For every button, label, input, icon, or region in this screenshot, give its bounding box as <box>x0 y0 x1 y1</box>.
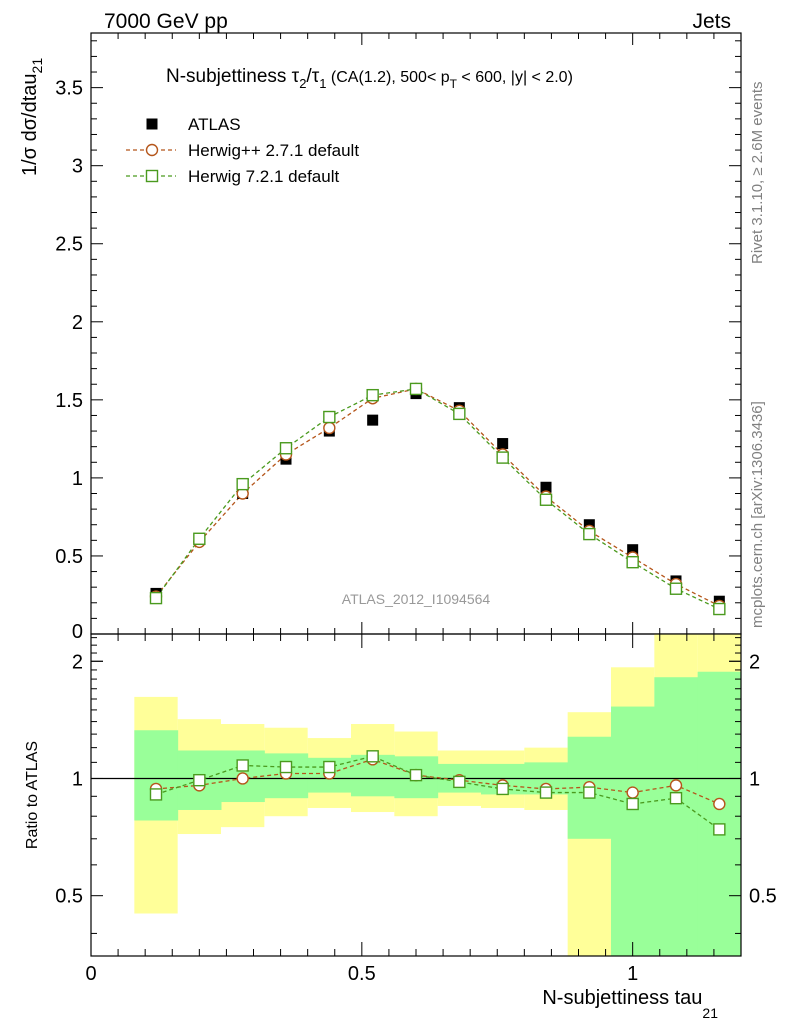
legend-marker-2 <box>145 169 159 183</box>
x-tick-label: 1 <box>627 963 638 985</box>
main-y-tick-label: 2.5 <box>55 234 83 256</box>
main-point-s0-9 <box>540 481 552 493</box>
main-point-s2-8 <box>496 451 509 464</box>
main-point-s2-11 <box>626 555 639 569</box>
main-y-tick-label: 3 <box>72 156 83 178</box>
title-rest1: (CA(1.2), 500< p <box>326 69 449 86</box>
legend-label-1: Herwig++ 2.7.1 default <box>188 141 359 160</box>
main-point-s2-4 <box>323 410 336 424</box>
ratio-band-inner-12 <box>654 677 699 956</box>
x-tick-label: 0 <box>85 963 96 985</box>
main-point-s0-5 <box>367 414 379 426</box>
ratio-point-s1-2 <box>236 759 249 772</box>
ratio-y-tick-label-right: 0.5 <box>749 886 777 908</box>
ratio-point-s0-12 <box>669 779 683 792</box>
ratio-point-s1-11 <box>626 797 639 811</box>
legend-label-2: Herwig 7.2.1 default <box>188 167 339 186</box>
ratio-point-s0-2 <box>236 772 249 785</box>
main-point-s0-8 <box>497 438 509 450</box>
legend-label-0: ATLAS <box>188 115 241 134</box>
plot-title: N-subjettiness τ2/τ1 (CA(1.2), 500< pT <… <box>166 66 573 91</box>
ratio-series-line-0 <box>155 758 720 805</box>
ratio-series-line-1 <box>155 755 720 830</box>
ratio-y-tick-label-right: 2 <box>749 651 760 673</box>
main-y-axis-label-text: 1/σ dσ/dtau <box>19 73 41 176</box>
legend: ATLAS Herwig++ 2.7.1 default Herwig 7.2.1 … <box>126 115 359 186</box>
ratio-point-s1-0 <box>149 788 163 801</box>
ratio-point-s0-11 <box>626 786 639 799</box>
ratio-point-s1-13 <box>713 823 726 836</box>
ratio-point-s1-8 <box>496 782 509 796</box>
main-point-s0-11 <box>627 544 639 556</box>
main-series-line-1 <box>155 388 720 607</box>
analysis-id: ATLAS_2012_I1094564 <box>342 591 491 607</box>
main-y-tick-label: 1 <box>72 468 83 490</box>
main-y-tick-label-zero: 0 <box>72 621 83 643</box>
title-sub2: 2 <box>299 76 306 91</box>
rivet-label: Rivet 3.1.10, ≥ 2.6M events <box>749 82 766 265</box>
main-panel-data <box>149 382 726 616</box>
ratio-y-tick-label-left: 0.5 <box>55 886 83 908</box>
main-point-s2-5 <box>366 388 379 402</box>
ratio-y-tick-label-right: 1 <box>749 768 760 790</box>
ratio-point-s1-10 <box>583 786 596 799</box>
main-point-s2-12 <box>669 582 683 595</box>
title-name: N-subjettiness <box>166 66 292 87</box>
x-axis-label-sub: 21 <box>702 1005 718 1021</box>
main-y-axis-label: 1/σ dσ/dtau21 <box>19 58 45 176</box>
ratio-panel-background <box>91 634 742 956</box>
ratio-point-s1-3 <box>279 760 293 774</box>
title-sub1: 1 <box>319 76 326 91</box>
main-y-tick-label: 3.5 <box>55 78 83 100</box>
main-y-axis-label-sub: 21 <box>29 58 45 74</box>
header-left: 7000 GeV pp <box>104 10 228 33</box>
main-point-s2-13 <box>713 602 726 616</box>
header-right: Jets <box>692 10 731 33</box>
main-point-s2-9 <box>539 493 553 506</box>
main-point-s0-10 <box>583 519 595 531</box>
ratio-band-inner-11 <box>611 706 655 956</box>
main-point-s2-7 <box>453 407 466 421</box>
x-axis-label: N-subjettiness tau21 <box>542 987 718 1021</box>
main-point-s1-4 <box>323 421 336 435</box>
ratio-band-inner-13 <box>697 671 742 956</box>
title-tau1: τ <box>312 66 320 87</box>
ratio-panel-data <box>149 750 726 836</box>
ratio-point-s1-7 <box>453 775 466 789</box>
ratio-y-axis-label: Ratio to ATLAS <box>24 741 41 849</box>
ratio-point-s0-13 <box>713 797 726 811</box>
main-y-tick-label: 2 <box>72 312 83 334</box>
ratio-point-s1-6 <box>409 768 423 782</box>
ratio-panel-frame: 0.5 0.5 1 1 2 2 0 0.5 1 <box>55 633 777 985</box>
main-point-s2-3 <box>279 442 293 455</box>
ratio-y-tick-label-left: 2 <box>72 651 83 673</box>
ratio-point-s1-4 <box>323 760 336 774</box>
x-axis-label-text: N-subjettiness tau <box>542 987 702 1009</box>
ratio-point-s1-5 <box>366 750 379 763</box>
main-point-s2-2 <box>236 477 249 491</box>
title-slash: / <box>306 66 312 87</box>
main-y-tick-label: 1.5 <box>55 390 83 412</box>
main-point-s2-1 <box>193 532 206 545</box>
x-tick-label: 0.5 <box>348 963 376 985</box>
main-point-s2-10 <box>583 527 596 541</box>
ratio-point-s1-9 <box>539 786 553 799</box>
main-y-tick-label: 0.5 <box>55 546 83 568</box>
main-point-s2-6 <box>409 382 423 396</box>
ratio-point-s1-12 <box>669 791 683 805</box>
ratio-point-s1-1 <box>193 773 206 787</box>
main-point-s2-0 <box>149 591 163 605</box>
legend-marker-1 <box>145 143 159 157</box>
ratio-band-inner-0 <box>134 730 179 821</box>
title-rest2: < 600, |y| < 2.0) <box>457 69 573 86</box>
title-sub-T: T <box>450 77 458 91</box>
legend-marker-0 <box>146 118 158 130</box>
ratio-y-tick-label-left: 1 <box>72 768 83 790</box>
title-tau2: τ <box>292 66 300 87</box>
mcplots-label: mcplots.cern.ch [arXiv:1306.3436] <box>749 401 766 628</box>
